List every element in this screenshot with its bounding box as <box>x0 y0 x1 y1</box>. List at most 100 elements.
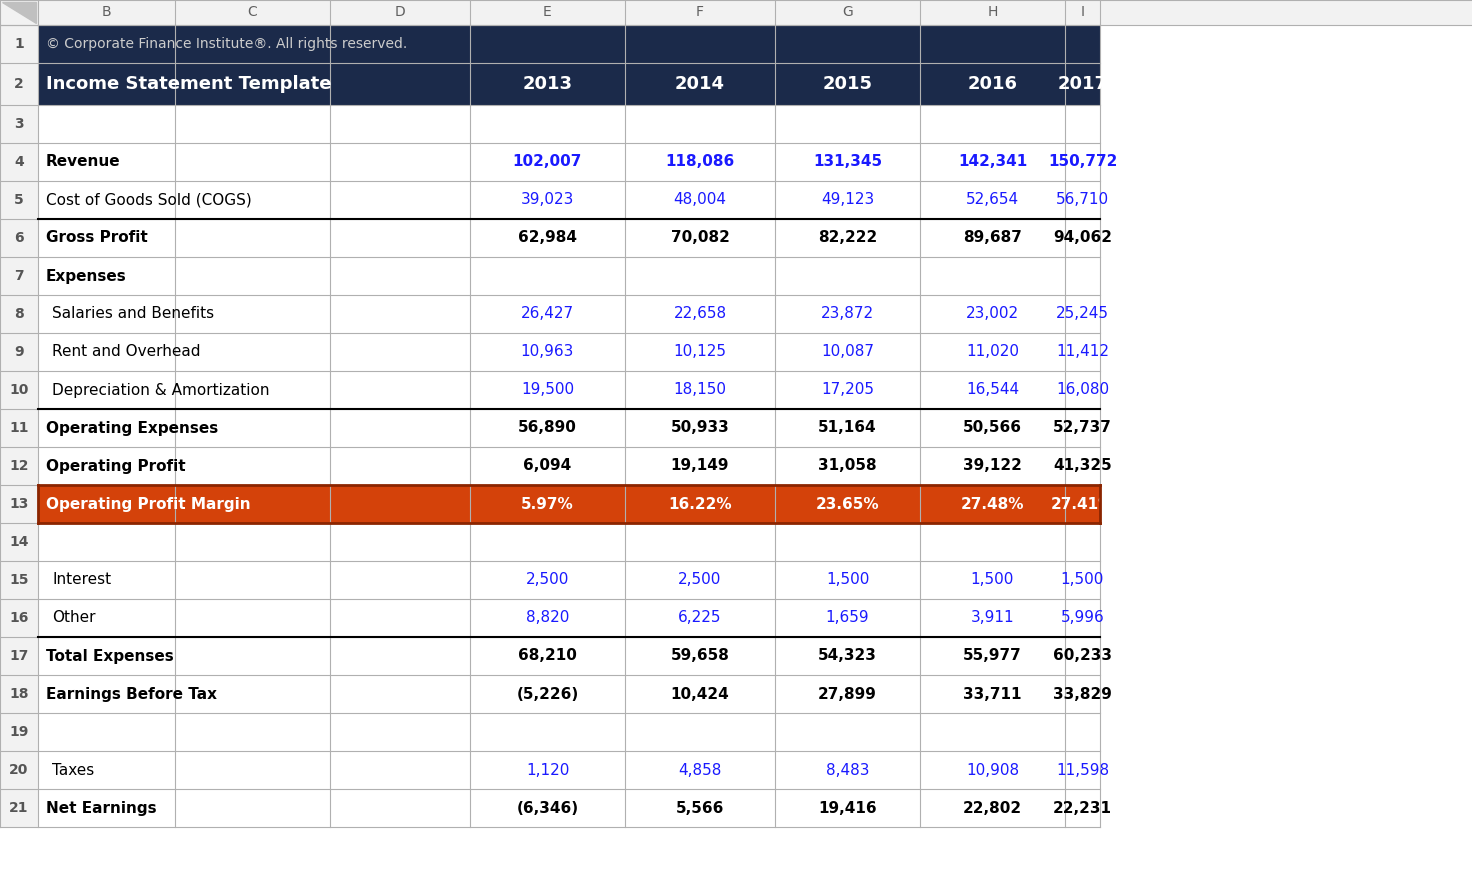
Text: 16.22%: 16.22% <box>668 496 732 511</box>
Text: 39,023: 39,023 <box>521 192 574 207</box>
Text: 56,710: 56,710 <box>1055 192 1108 207</box>
Text: 4,858: 4,858 <box>679 762 721 778</box>
Text: 60,233: 60,233 <box>1052 649 1111 664</box>
Bar <box>38 25 1100 63</box>
Bar <box>38 63 1100 105</box>
Text: (6,346): (6,346) <box>517 800 578 815</box>
Text: Expenses: Expenses <box>46 268 127 283</box>
Text: 48,004: 48,004 <box>674 192 727 207</box>
Text: 89,687: 89,687 <box>963 231 1022 246</box>
Text: Salaries and Benefits: Salaries and Benefits <box>52 307 213 321</box>
Text: 25,245: 25,245 <box>1055 307 1108 321</box>
Text: 68,210: 68,210 <box>518 649 577 664</box>
Text: 131,345: 131,345 <box>813 154 882 170</box>
Text: Operating Expenses: Operating Expenses <box>46 421 218 436</box>
Bar <box>0 0 1472 25</box>
Text: 9: 9 <box>15 345 24 359</box>
Text: 5: 5 <box>15 193 24 207</box>
Text: 2016: 2016 <box>967 75 1017 93</box>
Text: 10,908: 10,908 <box>966 762 1019 778</box>
Text: 4: 4 <box>15 155 24 169</box>
Text: 7: 7 <box>15 269 24 283</box>
Text: 1: 1 <box>15 37 24 51</box>
Text: 5,996: 5,996 <box>1061 611 1104 625</box>
Text: 8: 8 <box>15 307 24 321</box>
Text: 52,654: 52,654 <box>966 192 1019 207</box>
Text: 14: 14 <box>9 535 29 549</box>
Text: 52,737: 52,737 <box>1052 421 1111 436</box>
Text: B: B <box>102 5 112 19</box>
Text: 2013: 2013 <box>523 75 573 93</box>
Text: 150,772: 150,772 <box>1048 154 1117 170</box>
Text: Operating Profit: Operating Profit <box>46 458 185 474</box>
Text: Income Statement Template: Income Statement Template <box>46 75 331 93</box>
Text: 27.48%: 27.48% <box>961 496 1025 511</box>
Text: 11,598: 11,598 <box>1055 762 1108 778</box>
Text: 82,222: 82,222 <box>818 231 877 246</box>
Text: Taxes: Taxes <box>52 762 94 778</box>
Text: 2015: 2015 <box>823 75 873 93</box>
Text: 33,829: 33,829 <box>1052 686 1111 701</box>
Text: 8,820: 8,820 <box>526 611 570 625</box>
Text: 94,062: 94,062 <box>1052 231 1111 246</box>
Text: Revenue: Revenue <box>46 154 121 170</box>
Text: 49,123: 49,123 <box>821 192 874 207</box>
Text: 16,544: 16,544 <box>966 382 1019 397</box>
Text: 23,872: 23,872 <box>821 307 874 321</box>
Text: 54,323: 54,323 <box>818 649 877 664</box>
Text: 118,086: 118,086 <box>665 154 735 170</box>
Text: 55,977: 55,977 <box>963 649 1022 664</box>
Text: Earnings Before Tax: Earnings Before Tax <box>46 686 216 701</box>
Text: 16,080: 16,080 <box>1055 382 1108 397</box>
Text: Other: Other <box>52 611 96 625</box>
Text: 22,231: 22,231 <box>1052 800 1111 815</box>
Text: 31,058: 31,058 <box>818 458 877 474</box>
Text: C: C <box>247 5 258 19</box>
Text: 11,412: 11,412 <box>1055 345 1108 360</box>
Text: 18,150: 18,150 <box>674 382 727 397</box>
Text: 21: 21 <box>9 801 29 815</box>
Text: 62,984: 62,984 <box>518 231 577 246</box>
Text: 1,500: 1,500 <box>972 572 1014 588</box>
Text: 70,082: 70,082 <box>671 231 730 246</box>
Text: 10,125: 10,125 <box>674 345 727 360</box>
Text: 5,566: 5,566 <box>676 800 724 815</box>
Text: 20: 20 <box>9 763 28 777</box>
Text: 6,225: 6,225 <box>679 611 721 625</box>
Text: 3,911: 3,911 <box>970 611 1014 625</box>
Text: 16: 16 <box>9 611 28 625</box>
Text: Total Expenses: Total Expenses <box>46 649 174 664</box>
Text: 59,658: 59,658 <box>671 649 730 664</box>
Text: 2: 2 <box>15 77 24 91</box>
Text: 39,122: 39,122 <box>963 458 1022 474</box>
Text: Interest: Interest <box>52 572 110 588</box>
Text: Gross Profit: Gross Profit <box>46 231 147 246</box>
Text: (5,226): (5,226) <box>517 686 578 701</box>
Text: 41,325: 41,325 <box>1052 458 1111 474</box>
Text: I: I <box>1080 5 1085 19</box>
Text: 19,416: 19,416 <box>818 800 877 815</box>
Text: H: H <box>988 5 998 19</box>
Text: 2017: 2017 <box>1057 75 1107 93</box>
Text: 13: 13 <box>9 497 28 511</box>
Polygon shape <box>1 2 35 23</box>
Text: 1,500: 1,500 <box>1061 572 1104 588</box>
Text: © Corporate Finance Institute®. All rights reserved.: © Corporate Finance Institute®. All righ… <box>46 37 408 51</box>
Text: Operating Profit Margin: Operating Profit Margin <box>46 496 250 511</box>
Text: 6,094: 6,094 <box>524 458 571 474</box>
Bar <box>38 485 1100 523</box>
Bar <box>0 25 38 827</box>
Text: Rent and Overhead: Rent and Overhead <box>52 345 200 360</box>
Text: 19,149: 19,149 <box>671 458 729 474</box>
Text: 23,002: 23,002 <box>966 307 1019 321</box>
Text: F: F <box>696 5 704 19</box>
Bar <box>38 25 1100 827</box>
Text: 142,341: 142,341 <box>958 154 1027 170</box>
Text: 2,500: 2,500 <box>679 572 721 588</box>
Text: 10,963: 10,963 <box>521 345 574 360</box>
Text: 10,424: 10,424 <box>671 686 729 701</box>
Text: Net Earnings: Net Earnings <box>46 800 156 815</box>
Text: 6: 6 <box>15 231 24 245</box>
Text: 11,020: 11,020 <box>966 345 1019 360</box>
Text: 17: 17 <box>9 649 28 663</box>
